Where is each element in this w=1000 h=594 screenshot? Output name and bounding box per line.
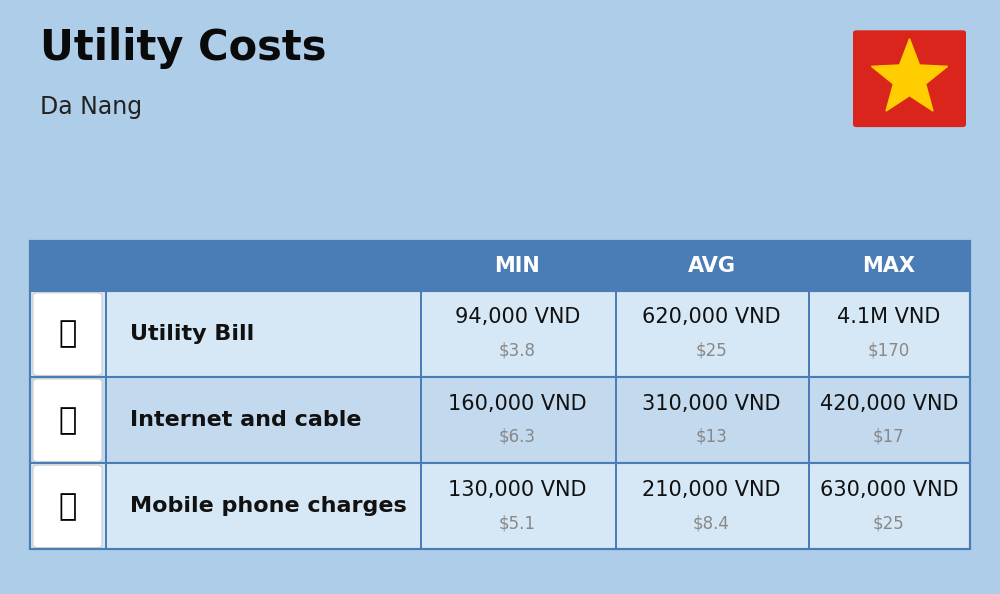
FancyBboxPatch shape [853, 30, 966, 127]
Bar [30, 377, 970, 463]
Text: 130,000 VND: 130,000 VND [448, 480, 587, 500]
Text: 160,000 VND: 160,000 VND [448, 394, 587, 413]
FancyBboxPatch shape [33, 379, 102, 462]
Text: $3.8: $3.8 [499, 342, 536, 360]
Text: 94,000 VND: 94,000 VND [455, 308, 580, 327]
FancyBboxPatch shape [33, 293, 102, 375]
Text: 210,000 VND: 210,000 VND [642, 480, 781, 500]
Bar [420, 241, 422, 549]
Text: 📱: 📱 [58, 492, 77, 521]
Text: MAX: MAX [862, 256, 916, 276]
Text: AVG: AVG [688, 256, 736, 276]
Bar [30, 291, 970, 377]
Bar [30, 241, 970, 291]
Text: $17: $17 [873, 428, 905, 446]
Text: Utility Costs: Utility Costs [40, 27, 326, 69]
Text: 📡: 📡 [58, 406, 77, 435]
Text: Utility Bill: Utility Bill [130, 324, 254, 344]
Bar [615, 241, 616, 549]
Text: $8.4: $8.4 [693, 514, 730, 532]
Bar [30, 290, 970, 292]
Text: $25: $25 [696, 342, 727, 360]
Bar [808, 241, 810, 549]
Text: MIN: MIN [495, 256, 540, 276]
Text: $6.3: $6.3 [499, 428, 536, 446]
Polygon shape [871, 39, 948, 111]
Text: 620,000 VND: 620,000 VND [642, 308, 781, 327]
Text: $170: $170 [868, 342, 910, 360]
Bar [30, 463, 970, 549]
Text: 310,000 VND: 310,000 VND [642, 394, 781, 413]
Text: 630,000 VND: 630,000 VND [820, 480, 958, 500]
Text: 🔌: 🔌 [58, 320, 77, 349]
Bar [105, 241, 106, 549]
Bar [30, 462, 970, 463]
Text: 4.1M VND: 4.1M VND [837, 308, 941, 327]
FancyBboxPatch shape [33, 465, 102, 548]
Text: Mobile phone charges: Mobile phone charges [130, 497, 407, 516]
Text: Internet and cable: Internet and cable [130, 410, 362, 430]
Text: Da Nang: Da Nang [40, 95, 142, 119]
Text: 420,000 VND: 420,000 VND [820, 394, 958, 413]
Text: $13: $13 [696, 428, 727, 446]
Bar [30, 376, 970, 377]
Text: $25: $25 [873, 514, 905, 532]
Text: $5.1: $5.1 [499, 514, 536, 532]
